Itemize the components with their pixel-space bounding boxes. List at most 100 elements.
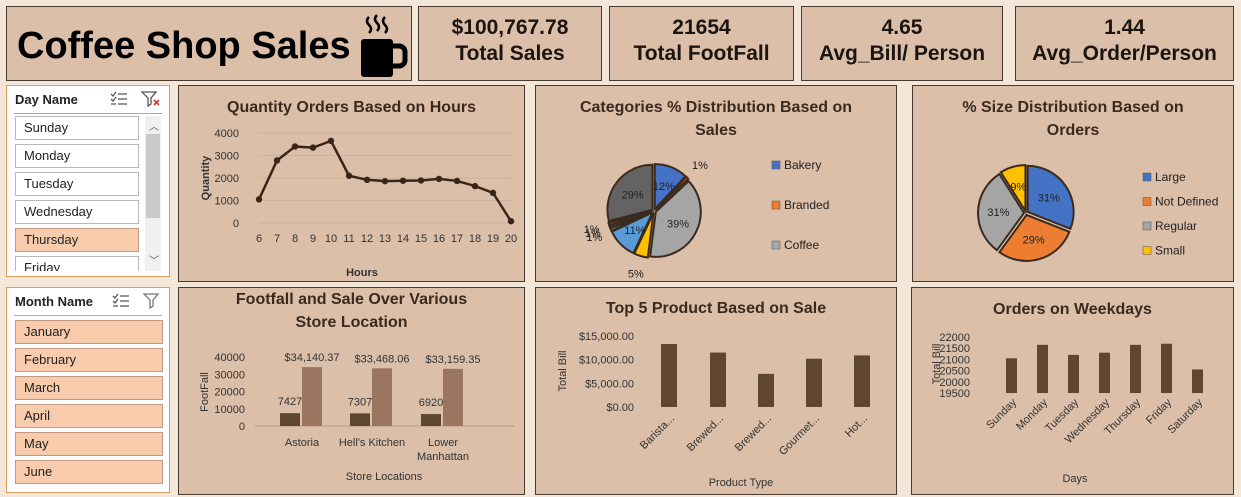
legend-swatch: [1142, 197, 1152, 206]
legend-swatch: [1142, 221, 1152, 231]
slice-label: 1%: [692, 160, 708, 172]
scroll-up-icon[interactable]: ︿: [149, 122, 159, 133]
kpi-avg-order: 1.44 Avg_Order/Person: [1015, 6, 1234, 81]
data-point: [363, 176, 371, 183]
kpi-label: Total FootFall: [633, 42, 770, 65]
chart-title: Quantity Orders Based on Hours: [227, 99, 476, 116]
data-point: [273, 157, 281, 164]
slicer-item-april[interactable]: April: [15, 404, 163, 428]
pie-slice: [977, 172, 1026, 252]
x-tick-label: 19: [487, 233, 499, 245]
multi-select-icon[interactable]: [110, 91, 128, 107]
kpi-total-footfall: 21654 Total FootFall: [609, 6, 794, 81]
slice-label: 12%: [653, 181, 675, 193]
categories-pie-chart: 12%1%39%5%11%1%1%1%29%BakeryBrandedCoffe…: [584, 158, 830, 280]
y-tick-label: $5,000.00: [585, 378, 634, 390]
y-axis-title: Total Bill: [931, 344, 943, 385]
clear-filter-icon[interactable]: [141, 90, 161, 108]
slice-label: 1%: [586, 232, 602, 244]
slicer-item-friday[interactable]: Friday: [15, 256, 139, 271]
day-slicer-list: Sunday Monday Tuesday Wednesday Thursday…: [7, 116, 171, 271]
slice-label: 31%: [987, 207, 1009, 219]
slice-label: 39%: [667, 218, 689, 230]
data-point: [471, 182, 479, 190]
hours-chart-panel: Quantity Orders Based on Hours 0 1000 2000…: [178, 85, 525, 282]
data-point: [399, 177, 407, 184]
bar: [854, 355, 870, 407]
pie-slice: [654, 175, 690, 211]
bar: [806, 358, 822, 407]
month-name-slicer: Month Name January February March April …: [6, 287, 170, 493]
data-label: 6920: [419, 397, 443, 409]
kpi-value: 4.65: [881, 16, 923, 39]
x-tick-label: 14: [397, 233, 409, 245]
slicer-item-may[interactable]: May: [15, 432, 163, 456]
x-tick-label: 8: [292, 233, 298, 245]
hours-line-chart: 0 1000 2000 3000 4000 6 7 8 9 10 11 12 13 14 15 16 17 18 1…: [200, 128, 517, 279]
slicer-scrollbar[interactable]: ︿ ﹀: [145, 116, 161, 271]
slicer-item-june[interactable]: June: [15, 460, 163, 484]
x-tick-label: 9: [310, 233, 316, 245]
bar-sales: [443, 368, 463, 426]
pie-slice: [1026, 164, 1075, 231]
y-tick-label: 30000: [214, 369, 245, 381]
x-tick-label: 17: [451, 233, 463, 245]
slice-label: 1%: [584, 224, 600, 236]
y-tick-label: 2000: [215, 173, 239, 185]
x-tick-label: Sunday: [984, 396, 1019, 431]
x-tick-label: Manhattan: [417, 451, 469, 463]
multi-select-icon[interactable]: [112, 293, 130, 309]
y-tick-label: 19500: [939, 388, 970, 400]
legend-label: Small: [1155, 244, 1185, 258]
slicer-divider: [14, 113, 162, 114]
x-tick-label: 10: [325, 233, 337, 245]
stores-bar-chart: 0 10000 20000 30000 40000 7427 $34,140.37 Astor…: [199, 352, 514, 483]
y-axis-title: Total Bill: [557, 351, 569, 392]
slicer-item-thursday[interactable]: Thursday: [15, 228, 139, 252]
kpi-value: $100,767.78: [451, 16, 569, 39]
y-tick-label: 10000: [214, 404, 245, 416]
products-bar-chart: $0.00 $5,000.00 $10,000.00 $15,000.00 Barist…: [557, 331, 870, 489]
data-label: $33,159.35: [425, 354, 480, 366]
slice-label: 31%: [1038, 192, 1060, 204]
x-axis-title: Days: [1062, 473, 1088, 485]
bar: [1130, 344, 1141, 393]
x-tick-label: Saturday: [1166, 396, 1206, 436]
legend-swatch: [771, 160, 781, 170]
page-title: Coffee Shop Sales: [17, 25, 351, 67]
title-panel: Coffee Shop Sales: [6, 6, 412, 81]
x-tick-label: Astoria: [285, 437, 320, 449]
pie-slice: [998, 213, 1071, 262]
slicer-item-march[interactable]: March: [15, 376, 163, 400]
x-axis-title: Store Locations: [346, 471, 423, 483]
y-tick-label: 0: [233, 218, 239, 230]
data-label: $33,468.06: [354, 353, 409, 365]
kpi-value: 1.44: [1104, 16, 1145, 39]
slicer-item-wednesday[interactable]: Wednesday: [15, 200, 139, 224]
y-axis-title: FootFall: [199, 372, 211, 412]
kpi-avg-bill: 4.65 Avg_Bill/ Person: [801, 6, 1003, 81]
scroll-thumb[interactable]: [146, 134, 160, 218]
slicer-item-january[interactable]: January: [15, 320, 163, 344]
bar-sales: [302, 367, 322, 426]
categories-chart-panel: Categories % Distribution Based on Sales…: [535, 85, 897, 282]
filter-icon[interactable]: [143, 292, 163, 310]
data-point: [417, 177, 425, 184]
slicer-item-monday[interactable]: Monday: [15, 144, 139, 168]
slicer-item-sunday[interactable]: Sunday: [15, 116, 139, 140]
slicer-item-tuesday[interactable]: Tuesday: [15, 172, 139, 196]
y-tick-label: 22000: [939, 332, 970, 344]
data-point: [255, 196, 263, 203]
pie-slice: [606, 163, 654, 223]
y-tick-label: 40000: [214, 352, 245, 364]
slicer-title: Day Name: [15, 92, 78, 107]
kpi-value: 21654: [672, 16, 731, 39]
bar-sales: [372, 368, 392, 426]
y-tick-label: 4000: [215, 128, 239, 140]
y-axis-title: Quantity: [200, 155, 212, 200]
data-point: [309, 144, 317, 151]
y-tick-label: 1000: [215, 196, 239, 208]
scroll-down-icon[interactable]: ﹀: [149, 256, 159, 267]
kpi-total-sales: $100,767.78 Total Sales: [418, 6, 602, 81]
slicer-item-february[interactable]: February: [15, 348, 163, 372]
